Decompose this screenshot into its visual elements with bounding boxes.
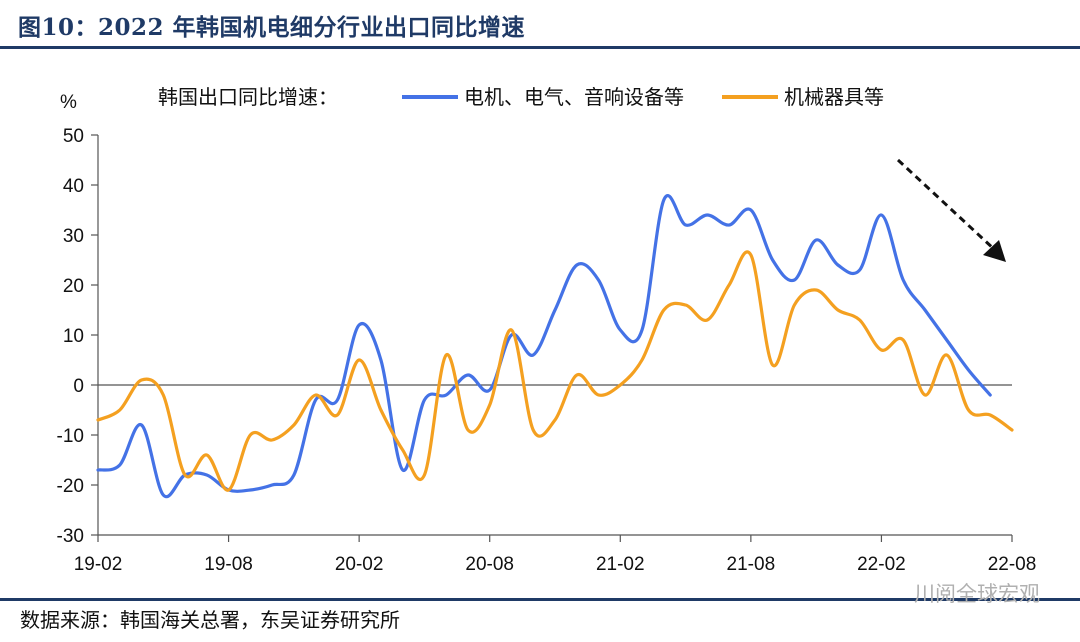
x-tick-label: 21-08 xyxy=(727,554,776,575)
series-line-2 xyxy=(96,250,1014,492)
y-tick-label: 30 xyxy=(63,226,84,247)
data-source: 数据来源：韩国海关总署，东吴证券研究所 xyxy=(20,608,400,632)
x-tick-label: 22-02 xyxy=(857,554,906,575)
downtrend-arrow xyxy=(896,158,1006,262)
series-line-1 xyxy=(96,194,992,499)
legend-item-1-label: 电机、电气、音响设备等 xyxy=(464,85,684,109)
chart-title: 图10：2022 年韩国机电细分行业出口同比增速 xyxy=(18,14,526,41)
y-tick-label: -30 xyxy=(57,526,84,547)
y-tick-label: 10 xyxy=(63,326,84,347)
y-tick-label: -10 xyxy=(57,426,84,447)
legend-item-2-label: 机械器具等 xyxy=(784,85,884,109)
legend-title: 韩国出口同比增速： xyxy=(158,85,338,109)
y-tick-label: 0 xyxy=(73,376,84,397)
x-tick-label: 22-08 xyxy=(988,554,1037,575)
line-chart: % 韩国出口同比增速： 电机、电气、音响设备等 机械器具等 -30 -20 -10 0 1… xyxy=(57,85,1037,575)
x-tick-label: 20-08 xyxy=(465,554,514,575)
x-tick-label: 21-02 xyxy=(596,554,645,575)
y-tick-label: -20 xyxy=(57,476,84,497)
x-tick-label: 20-02 xyxy=(335,554,384,575)
y-tick-label: 40 xyxy=(63,176,84,197)
y-tick-label: 20 xyxy=(63,276,84,297)
footer-divider xyxy=(0,598,1080,601)
x-tick-label: 19-02 xyxy=(74,554,123,575)
y-axis-label: % xyxy=(60,92,77,113)
title-divider xyxy=(0,46,1080,49)
x-tick-label: 19-08 xyxy=(204,554,253,575)
y-tick-label: 50 xyxy=(63,126,84,147)
watermark: 川阅全球宏观 xyxy=(914,582,1040,606)
